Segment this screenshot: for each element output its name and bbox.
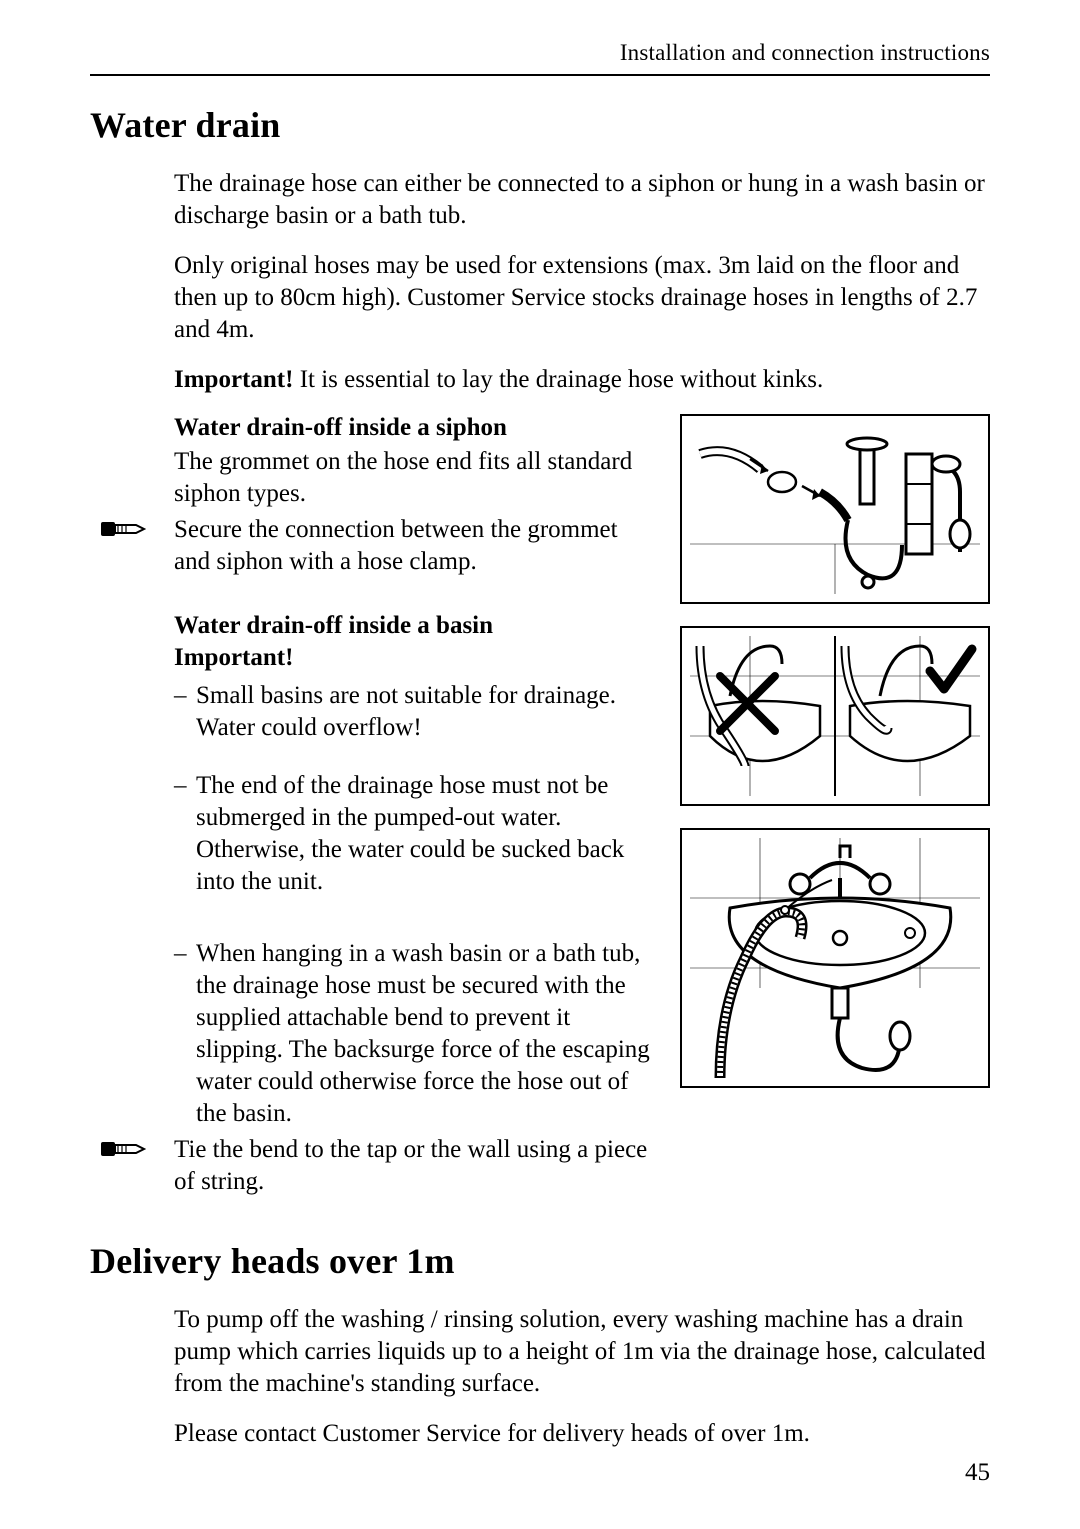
basin-block: Water drain-off inside a basin Important…	[174, 612, 656, 1130]
important-text: It is essential to lay the drainage hose…	[293, 366, 823, 393]
delivery-para-1: To pump off the washing / rinsing soluti…	[174, 1304, 990, 1400]
pointing-hand-icon	[100, 1134, 162, 1162]
figure-basin-compare	[680, 626, 990, 806]
bullet1-text: Small basins are not suitable for draina…	[196, 680, 656, 744]
siphon-basin-row: Water drain-off inside a siphon The grom…	[90, 414, 990, 1222]
dash-glyph: –	[174, 680, 196, 712]
running-head: Installation and connection instructions	[90, 40, 990, 66]
dash-glyph: –	[174, 770, 196, 802]
subhead-siphon: Water drain-off inside a siphon	[174, 414, 656, 442]
text-column: Water drain-off inside a siphon The grom…	[90, 414, 656, 1222]
siphon-step: Secure the connection between the gromme…	[174, 514, 656, 578]
page-number: 45	[965, 1459, 990, 1487]
bullet2-text: The end of the drainage hose must not be…	[196, 770, 656, 898]
basin-important: Important!	[174, 644, 656, 672]
para-important: Important! It is essential to lay the dr…	[174, 364, 990, 396]
heading-delivery: Delivery heads over 1m	[90, 1240, 990, 1282]
basin-bullet-2: – The end of the drainage hose must not …	[174, 770, 656, 898]
subhead-basin: Water drain-off inside a basin	[174, 612, 656, 640]
bullet3-text: When hanging in a wash basin or a bath t…	[196, 938, 656, 1130]
siphon-para: The grommet on the hose end fits all sta…	[174, 446, 656, 510]
dash-glyph: –	[174, 938, 196, 970]
delivery-body: To pump off the washing / rinsing soluti…	[174, 1304, 990, 1450]
basin-step-row: Tie the bend to the tap or the wall usin…	[100, 1134, 656, 1198]
delivery-para-2: Please contact Customer Service for deli…	[174, 1418, 990, 1450]
water-drain-body: The drainage hose can either be connecte…	[174, 168, 990, 396]
basin-step: Tie the bend to the tap or the wall usin…	[174, 1134, 656, 1198]
document-page: Installation and connection instructions…	[0, 0, 1080, 1529]
important-label: Important!	[174, 366, 293, 393]
basin-bullet-1: – Small basins are not suitable for drai…	[174, 680, 656, 744]
basin-bullet-3: – When hanging in a wash basin or a bath…	[174, 938, 656, 1130]
pointing-hand-icon	[100, 514, 162, 542]
siphon-block: Water drain-off inside a siphon The grom…	[174, 414, 656, 510]
figure-wash-basin	[680, 828, 990, 1088]
figure-column	[680, 414, 990, 1110]
heading-water-drain: Water drain	[90, 104, 990, 146]
figure-siphon	[680, 414, 990, 604]
para-intro-1: The drainage hose can either be connecte…	[174, 168, 990, 232]
siphon-step-row: Secure the connection between the gromme…	[100, 514, 656, 578]
para-intro-2: Only original hoses may be used for exte…	[174, 250, 990, 346]
header-rule	[90, 74, 990, 76]
